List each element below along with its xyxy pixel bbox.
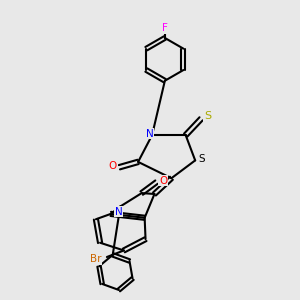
Text: S: S [198,154,205,164]
Text: N: N [146,129,154,139]
Text: O: O [109,161,117,171]
Text: N: N [115,207,123,217]
Text: S: S [204,111,211,122]
Text: O: O [159,176,167,186]
Text: F: F [162,23,168,33]
Text: Br: Br [90,254,101,264]
